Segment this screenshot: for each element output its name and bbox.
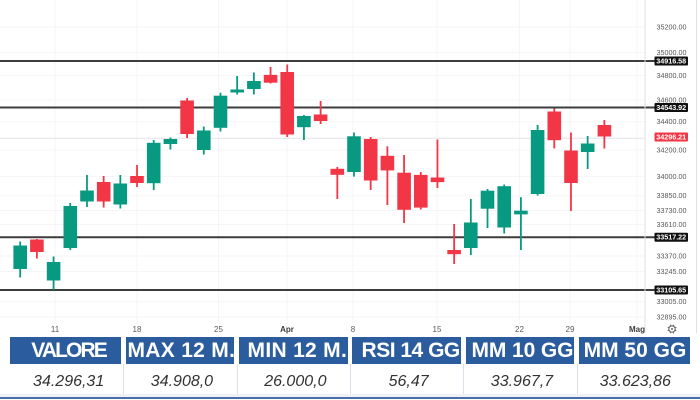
svg-text:34000.00: 34000.00 xyxy=(657,172,687,181)
svg-text:33850.00: 33850.00 xyxy=(657,191,687,200)
svg-text:Apr: Apr xyxy=(280,325,294,334)
svg-text:29: 29 xyxy=(566,325,575,334)
svg-text:33730.00: 33730.00 xyxy=(657,206,687,215)
svg-text:33105.65: 33105.65 xyxy=(656,285,686,294)
svg-text:34600.00: 34600.00 xyxy=(657,95,687,104)
svg-text:34296.21: 34296.21 xyxy=(656,132,686,141)
svg-text:33517.22: 33517.22 xyxy=(656,233,686,242)
svg-text:34543.92: 34543.92 xyxy=(656,103,686,112)
svg-text:34400.00: 34400.00 xyxy=(657,117,687,126)
svg-text:25: 25 xyxy=(214,325,223,334)
svg-text:33610.00: 33610.00 xyxy=(657,220,687,229)
svg-text:11: 11 xyxy=(51,325,60,334)
svg-text:Mag: Mag xyxy=(629,325,645,334)
svg-text:15: 15 xyxy=(433,325,442,334)
svg-text:33005.00: 33005.00 xyxy=(657,297,687,306)
svg-text:35000.00: 35000.00 xyxy=(657,48,687,57)
svg-text:8: 8 xyxy=(351,325,356,334)
svg-text:18: 18 xyxy=(133,325,142,334)
svg-text:34916.58: 34916.58 xyxy=(656,56,686,65)
svg-text:33245.00: 33245.00 xyxy=(657,267,687,276)
svg-text:35200.00: 35200.00 xyxy=(657,22,687,31)
svg-text:22: 22 xyxy=(515,325,524,334)
svg-text:32895.00: 32895.00 xyxy=(657,312,687,321)
svg-text:33370.00: 33370.00 xyxy=(657,251,687,260)
svg-text:34200.00: 34200.00 xyxy=(657,145,687,154)
svg-text:34800.00: 34800.00 xyxy=(657,71,687,80)
